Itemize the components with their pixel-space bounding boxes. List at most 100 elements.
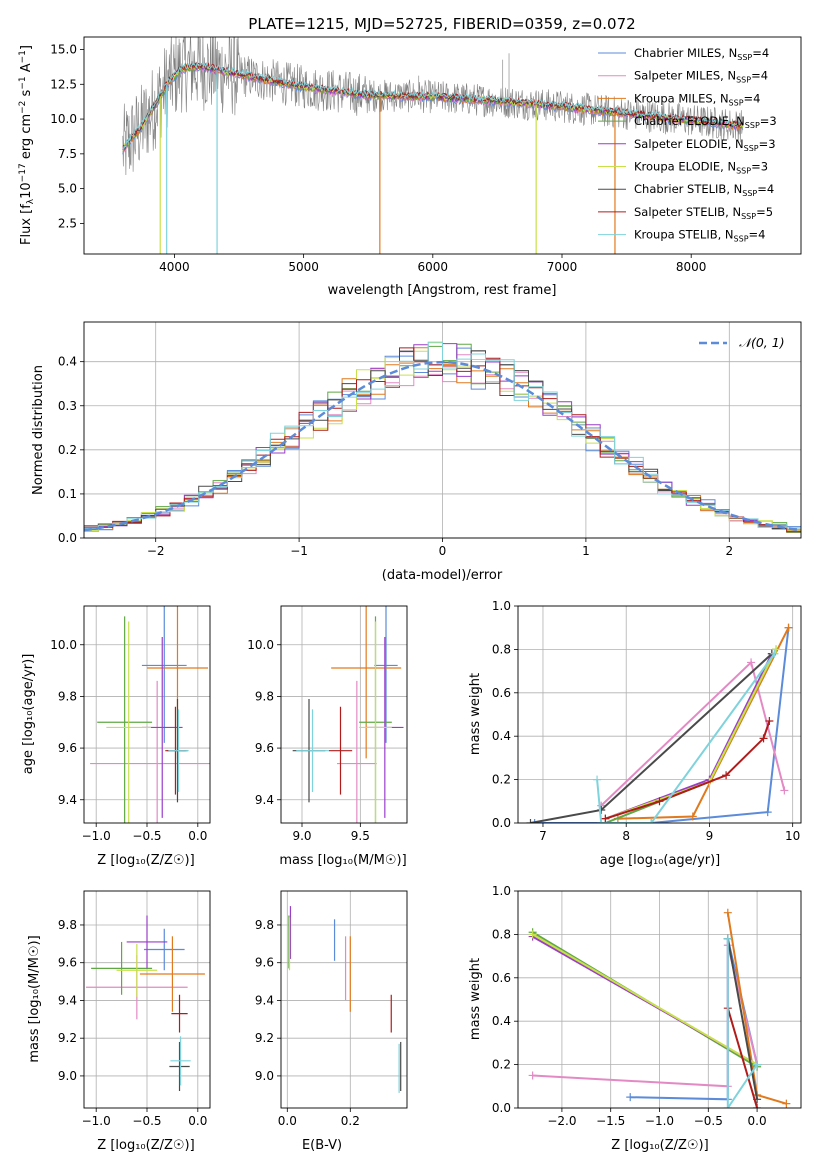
series-line-salpeter-stelib [605,720,771,820]
series-point-kroupa-miles [782,1099,791,1108]
x-tick-label: 9.0 [292,829,311,843]
y-tick-label: 9.8 [58,689,77,703]
plot-area [526,623,793,823]
series-point-kroupa-elodie [772,645,781,654]
series-point-kroupa-stelib [647,819,656,823]
mass-age-xlabel: mass [log₁₀(M/M☉)] [279,853,406,868]
y-tick-label: 0.6 [492,971,511,985]
model-spectrum-kroupa-stelib [122,61,744,150]
y-tick-label: 0.0 [492,1101,511,1115]
series-point-kroupa-stelib [593,775,602,784]
y-tick-label: 10.0 [247,638,274,652]
legend-label-kroupa-stelib: Kroupa STELIB, NSSP=4 [634,228,765,244]
plot-area [122,37,744,254]
histogram-ylabel: Normed distribution [31,365,46,495]
y-tick-label: 1.0 [492,884,511,898]
series-line-chabrier-stelib [726,938,759,1100]
x-tick-label: −1.0 [645,1114,674,1128]
y-tick-label: 0.6 [492,686,511,700]
y-tick-label: 12.5 [50,77,77,91]
age-weight-xlabel: age [log₁₀(age/yr)] [600,853,721,868]
y-tick-label: 9.0 [58,1069,77,1083]
y-tick-label: 0.2 [58,443,77,457]
z-mass-xlabel: Z [log₁₀(Z/Z☉)] [97,1138,194,1153]
series-line-kroupa-elodie [605,648,777,820]
axes-frame [280,890,408,1109]
series-point-salpeter-miles [747,658,756,667]
y-tick-label: 9.8 [255,689,274,703]
y-tick-label: 9.4 [255,993,274,1007]
series-line-kroupa-stelib [726,938,758,1108]
y-tick-label: 15.0 [50,43,77,57]
y-tick-label: 9.2 [58,1031,77,1045]
series-point-chabrier-miles [626,1093,635,1102]
x-tick-label: 6000 [418,260,449,274]
y-tick-label: 2.5 [58,216,77,230]
y-tick-label: 10.0 [50,112,77,126]
z-weight-ylabel: mass weight [468,958,483,1040]
series-point-kroupa-stelib [723,934,732,943]
axes-frame [83,321,802,539]
x-tick-label: 7 [539,829,547,843]
series-point-salpeter-stelib [601,814,610,823]
y-tick-label: 9.8 [58,918,77,932]
series-point-kroupa-stelib [770,649,779,658]
series-point-kroupa-miles [784,623,793,632]
series-point-chabrier-miles [763,808,772,817]
x-tick-label: −0.5 [132,829,161,843]
y-tick-label: 0.8 [492,927,511,941]
y-tick-label: 0.1 [58,487,77,501]
series-point-salpeter-stelib [765,717,774,726]
spectrum-legend: Chabrier MILES, NSSP=4 Salpeter MILES, NS… [598,46,777,244]
z-weight-xlabel: Z [log₁₀(Z/Z☉)] [611,1138,708,1153]
series-point-salpeter-stelib [655,797,664,806]
x-tick-label: 0.0 [748,1114,767,1128]
legend-label-chabrier-elodie: Chabrier ELODIE, NSSP=3 [634,114,777,130]
y-tick-label: 9.6 [255,956,274,970]
normal-distribution-curve [84,360,801,532]
y-tick-label: 0.2 [492,773,511,787]
series-point-salpeter-miles [528,1071,537,1080]
x-tick-label: 9 [706,829,714,843]
y-tick-label: 5.0 [58,182,77,196]
y-tick-label: 0.0 [58,531,77,545]
axes-frame [83,890,211,1109]
x-tick-label: 0.0 [188,829,207,843]
x-tick-label: 8000 [676,260,707,274]
series-line-kroupa-stelib [596,653,776,823]
series-point-salpeter-stelib [722,771,731,780]
z-vs-mass-panel: −1.0 −0.5 0.0 9.0 9.2 9.4 9.6 9.8 [58,890,211,1128]
legend-label-salpeter-elodie: Salpeter ELODIE, NSSP=3 [634,137,776,153]
x-tick-label: 10 [785,829,800,843]
y-tick-label: 10.0 [50,638,77,652]
series-point-kroupa-stelib [753,1060,762,1069]
spectrum-xlabel: wavelength [Angstrom, rest frame] [328,283,557,298]
axes-frame [280,605,408,824]
series-point-kroupa-miles [723,908,732,917]
legend-label-chabrier-miles: Chabrier MILES, NSSP=4 [634,46,769,62]
series-point-kroupa-stelib [723,1104,732,1108]
x-tick-label: −0.5 [694,1114,723,1128]
x-tick-label: 4000 [159,260,190,274]
spectrum-ylabel: Flux [fλ10−17 erg cm−2 s−1 A−1] [18,45,36,245]
legend-label-kroupa-miles: Kroupa MILES, NSSP=4 [634,91,760,107]
y-tick-label: 0.4 [58,355,77,369]
y-tick-label: 1.0 [492,599,511,613]
legend-label-kroupa-elodie: Kroupa ELODIE, NSSP=3 [634,160,768,176]
x-tick-label: 8 [622,829,630,843]
plot-area [528,908,791,1108]
y-tick-label: 0.4 [492,1014,511,1028]
x-tick-label: 7000 [547,260,578,274]
spectrum-panel: 4000 5000 6000 7000 8000 2.5 5.0 7.5 10.0 12.5 15.… [50,36,802,274]
residual-histogram-panel: −2 −1 0 1 2 0.0 0.1 0.2 0.3 0.4 𝒩(0, 1) [58,321,802,558]
y-tick-label: 9.8 [255,918,274,932]
legend-label-salpeter-miles: Salpeter MILES, NSSP=4 [634,69,768,85]
age-vs-mass-weight-panel: 7 8 9 10 0.0 0.2 0.4 0.6 0.8 1.0 [492,599,802,843]
age-weight-ylabel: mass weight [468,673,483,755]
y-tick-label: 0.0 [492,816,511,830]
series-point-kroupa-elodie [528,930,537,939]
series-point-kroupa-stelib [597,819,606,823]
series-line-chabrier-miles [630,938,759,1101]
axes-frame [83,605,211,824]
